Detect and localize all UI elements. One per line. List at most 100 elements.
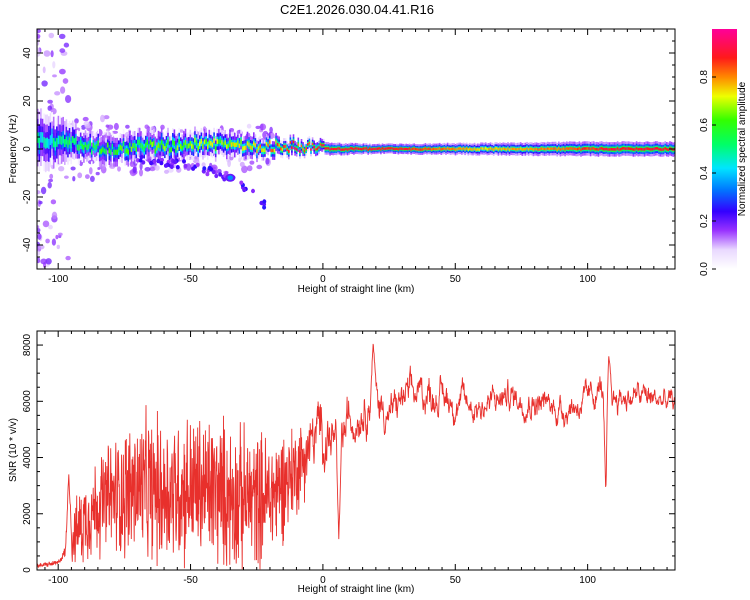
spectral-band-cell — [200, 138, 203, 144]
spectral-band-cell — [191, 143, 193, 149]
spectral-band-cell — [588, 147, 590, 150]
spectral-band-cell — [602, 147, 605, 151]
spectral-band-cell — [518, 147, 520, 151]
spectral-speckle — [59, 48, 66, 53]
spectral-band-cell — [113, 149, 115, 155]
spectral-band-cell — [437, 147, 439, 151]
spectral-band-cell — [353, 148, 355, 151]
spectral-band-cell — [388, 147, 390, 150]
spectral-band-cell — [418, 148, 420, 151]
descending-branch-speck — [156, 158, 161, 164]
spectral-band-cell — [148, 144, 150, 150]
spectral-band-cell — [475, 148, 477, 151]
spectral-speckle — [178, 129, 184, 134]
spectral-band-cell — [335, 148, 338, 151]
spectral-band-cell — [376, 147, 379, 150]
spectral-band-cell — [411, 147, 414, 151]
spectrogram-x-tick-labels: -100 -50 0 50 100 — [48, 274, 596, 285]
spectrogram-y-tick-label: 20 — [22, 95, 33, 107]
spectral-band-cell — [524, 148, 527, 151]
colorbar-label: Normalized spectral amplitude — [737, 81, 748, 216]
spectral-band-cell — [378, 147, 381, 150]
spectral-band-cell — [646, 147, 649, 150]
spectral-band-cell — [383, 147, 385, 151]
spectral-band-cell — [281, 148, 284, 152]
descending-branch-speck — [251, 188, 255, 194]
spectral-band-cell — [650, 148, 652, 151]
spectral-band-cell — [434, 147, 436, 151]
spectral-band-cell — [596, 147, 598, 151]
spectral-band-cell — [267, 143, 269, 148]
spectral-band-cell — [423, 147, 425, 151]
snr-x-tick-label: 50 — [450, 575, 462, 586]
spectral-band-cell — [145, 142, 147, 148]
spectral-band-cell — [138, 139, 141, 145]
spectral-band-cell — [241, 146, 244, 151]
spectral-band-cell — [573, 147, 576, 150]
descending-branch-speck — [214, 173, 219, 179]
spectral-band-cell — [130, 146, 133, 152]
spectral-band-cell — [154, 148, 157, 154]
spectral-band-cell — [631, 147, 633, 151]
spectral-speckle — [139, 169, 143, 177]
spectral-band-cell — [421, 148, 423, 151]
spectral-speckle — [70, 166, 76, 171]
spectral-band-cell — [38, 137, 41, 149]
spectral-band-cell — [100, 148, 103, 154]
spectral-speckle — [58, 33, 66, 40]
spectral-band-cell — [68, 137, 71, 145]
spectral-band-cell — [551, 147, 554, 150]
spectral-speckle — [48, 178, 53, 183]
spectral-band-cell — [51, 133, 53, 144]
spectral-band-cell — [157, 142, 160, 148]
snr-x-tick-label: -100 — [48, 575, 68, 586]
snr-x-axis-label: Height of straight line (km) — [298, 584, 415, 595]
descending-branch-speck — [138, 158, 143, 163]
spectral-speckle — [37, 233, 42, 240]
descending-branch-speck — [139, 154, 144, 160]
descending-branch-speck — [183, 163, 188, 169]
spectral-speckle — [113, 122, 119, 131]
spectral-band-cell — [276, 142, 279, 147]
spectral-band-cell — [430, 148, 433, 151]
spectral-band-cell — [248, 142, 250, 147]
spectral-band-cell — [561, 147, 563, 151]
spectral-band-cell — [354, 147, 357, 150]
spectral-band-cell — [450, 148, 452, 151]
spectral-speckle — [255, 125, 261, 130]
spectral-speckle — [246, 123, 252, 129]
spectral-band-cell — [389, 147, 392, 150]
spectral-speckle — [45, 238, 50, 244]
spectral-band-cell — [504, 147, 506, 151]
spectral-band-cell — [268, 140, 271, 144]
spectral-band-cell — [462, 147, 465, 150]
spectral-band-cell — [653, 147, 655, 151]
colorbar-tick-label: 0.0 — [699, 262, 710, 276]
spectral-speckle — [112, 130, 118, 134]
spectral-band-cell — [337, 147, 339, 150]
spectral-band-cell — [562, 147, 565, 150]
spectral-band-cell — [545, 148, 547, 151]
spectral-band-cell — [597, 148, 600, 151]
spectral-band-cell — [580, 148, 582, 151]
spectrogram-frame — [36, 28, 676, 270]
spectral-speckle — [125, 124, 130, 129]
spectral-band-cell — [459, 147, 462, 150]
colorbar-tick-label: 0.2 — [699, 214, 710, 228]
spectral-band-cell — [105, 149, 107, 155]
spectral-band-cell — [70, 141, 72, 149]
spectral-speckle — [65, 255, 71, 261]
spectral-band-cell — [419, 148, 422, 151]
spectral-band-cell — [508, 148, 511, 151]
spectral-band-cell — [321, 144, 323, 147]
spectral-band-cell — [640, 147, 643, 151]
spectral-band-cell — [184, 140, 187, 146]
spectral-band-cell — [505, 148, 508, 151]
spectral-band-cell — [124, 148, 126, 154]
spectral-band-cell — [192, 144, 195, 150]
spectrogram-x-tick-label: 0 — [320, 274, 326, 285]
spectral-band-cell — [664, 147, 666, 150]
spectrogram-x-tick-label: -100 — [48, 274, 68, 285]
spectral-band-cell — [48, 138, 50, 149]
spectral-band-cell — [357, 147, 360, 150]
